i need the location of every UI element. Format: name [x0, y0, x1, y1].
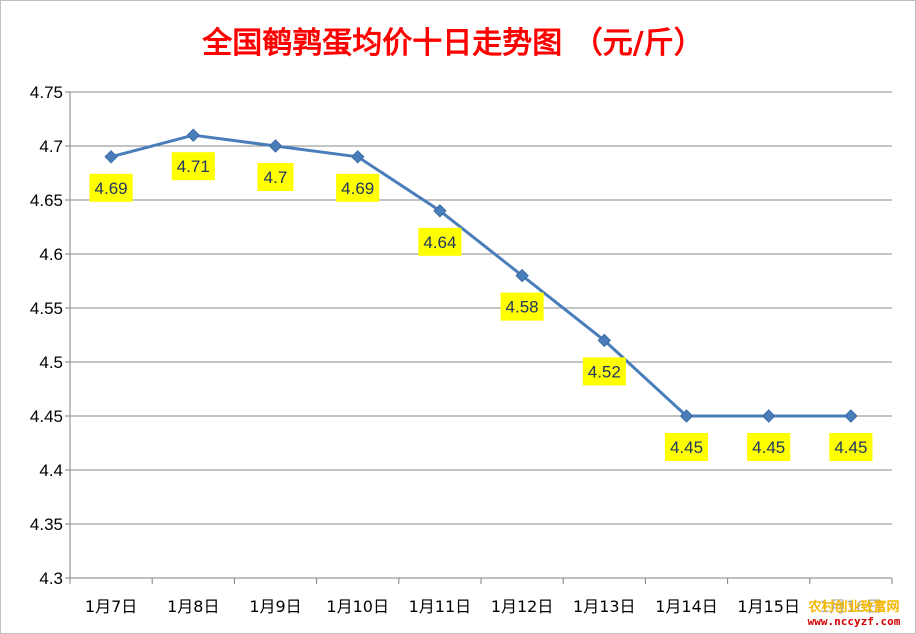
- data-label-background: [171, 152, 215, 181]
- data-label-text: 4.45: [834, 438, 867, 457]
- x-tick-label: 1月14日: [655, 597, 718, 616]
- gridlines: [70, 91, 892, 525]
- x-tick-label: 1月15日: [737, 597, 800, 616]
- data-label-background: [829, 433, 873, 461]
- data-label-background: [582, 357, 626, 386]
- chart-title: 全国鹌鹑蛋均价十日走势图 （元/斤）: [201, 26, 703, 61]
- x-axis-tick-labels: 1月7日 1月8日 1月9日 1月10日 1月11日 1月12日 1月13日 1月14日 1月1…: [85, 597, 882, 616]
- x-tick-label: 1月11日: [409, 597, 472, 616]
- data-point-marker: [597, 333, 612, 348]
- data-label-text: 4.52: [588, 362, 621, 381]
- data-label: 4.69: [89, 173, 133, 202]
- data-label-text: 4.69: [95, 179, 128, 198]
- data-label: 4.45: [664, 433, 709, 461]
- y-axis-tick-labels: 4.3 4.35 4.4 4.45 4.5 4.55 4.6 4.65 4.7 4.75: [30, 83, 63, 588]
- watermark-site-name: 农村创业致富网: [807, 599, 899, 615]
- data-point-marker: [268, 139, 283, 153]
- series-line: [110, 133, 851, 418]
- y-tick-label: 4.45: [30, 407, 63, 426]
- x-tick-label: 1月9日: [249, 597, 301, 616]
- data-label-text: 4.58: [506, 298, 539, 317]
- x-tick-label: 1月8日: [167, 597, 219, 616]
- y-tick-label: 4.6: [39, 245, 63, 264]
- data-label: 4.58: [500, 292, 544, 321]
- data-point-marker: [679, 409, 694, 423]
- axes: [65, 91, 893, 584]
- data-label-text: 4.45: [670, 438, 703, 457]
- data-label-background: [500, 292, 544, 321]
- data-label: 4.69: [336, 173, 380, 202]
- data-label-background: [257, 163, 294, 191]
- data-label-background: [664, 433, 709, 461]
- data-label-text: 4.7: [264, 168, 288, 187]
- data-label-text: 4.45: [752, 438, 785, 457]
- watermark-background: [801, 597, 907, 629]
- data-label-background: [418, 227, 462, 256]
- y-tick-label: 4.75: [30, 83, 63, 102]
- x-tick-label: 1月7日: [85, 597, 137, 616]
- data-point-marker: [186, 128, 201, 142]
- data-label: 4.45: [829, 433, 873, 461]
- data-label-text: 4.69: [341, 179, 374, 198]
- y-tick-label: 4.3: [39, 569, 63, 588]
- y-tick-label: 4.4: [39, 461, 63, 480]
- x-tick-label: 1月10日: [326, 597, 389, 616]
- data-point-marker: [350, 150, 365, 164]
- watermark-url: www.nccyzf.com: [808, 615, 901, 628]
- data-label-background: [747, 433, 791, 461]
- data-label-background: [89, 173, 133, 202]
- series-line-group: [104, 128, 858, 423]
- y-tick-label: 4.7: [39, 137, 63, 156]
- data-label-group: 4.69 4.71 4.7 4.69 4.64 4.58 4.52 4.45 4.45 4.45: [89, 152, 873, 461]
- data-point-marker: [433, 204, 447, 218]
- watermark: 农村创业致富网 www.nccyzf.com: [801, 597, 907, 629]
- data-point-marker: [761, 409, 776, 423]
- x-tick-label: 1月12日: [491, 597, 554, 616]
- y-tick-label: 4.35: [30, 515, 63, 534]
- data-label-text: 4.64: [423, 233, 456, 252]
- data-point-marker: [515, 268, 529, 283]
- x-tick-label: 1月13日: [573, 597, 636, 616]
- data-label: 4.71: [171, 152, 215, 181]
- y-tick-label: 4.5: [39, 353, 63, 372]
- data-point-marker: [844, 409, 858, 423]
- data-label: 4.7: [257, 163, 294, 191]
- y-tick-label: 4.55: [30, 299, 63, 318]
- data-label: 4.64: [418, 227, 462, 256]
- data-label-text: 4.71: [177, 157, 210, 176]
- data-label: 4.52: [582, 357, 626, 386]
- data-point-marker: [104, 150, 118, 164]
- data-label: 4.45: [747, 433, 791, 461]
- y-tick-label: 4.65: [30, 191, 63, 210]
- data-label-background: [336, 173, 380, 202]
